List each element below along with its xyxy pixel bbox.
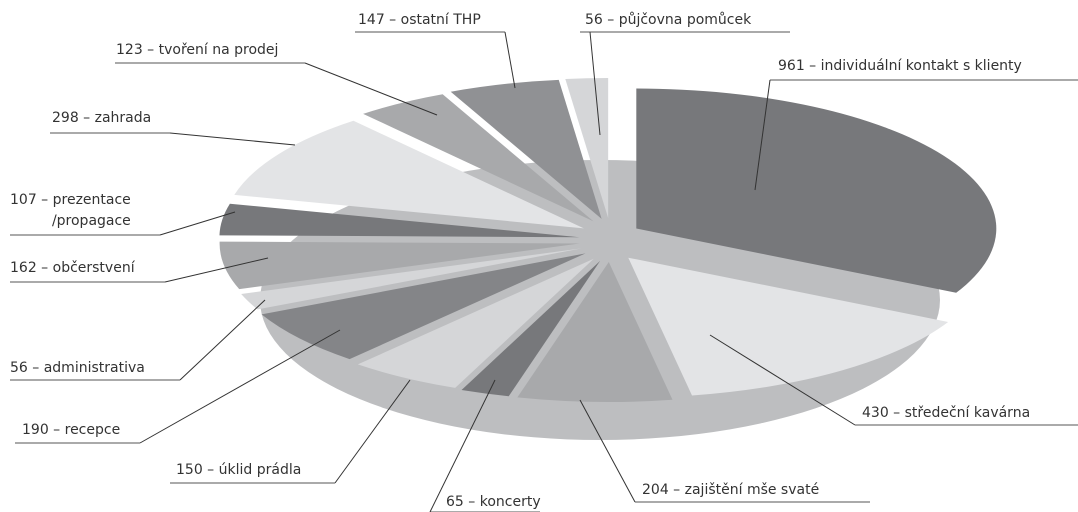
pie-slice bbox=[241, 248, 582, 310]
slice-label: 65 – koncerty bbox=[446, 494, 541, 510]
pie-slice bbox=[628, 257, 949, 396]
pie-slice bbox=[357, 258, 594, 388]
pie-slice bbox=[636, 88, 997, 293]
pie-slice bbox=[461, 260, 601, 397]
pie-slice bbox=[219, 203, 580, 238]
leader-line bbox=[429, 379, 496, 512]
slice-label: 162 – občerstvení bbox=[10, 260, 135, 276]
pie-slice bbox=[363, 94, 594, 222]
leader-line bbox=[179, 299, 266, 381]
leader-line bbox=[754, 79, 771, 191]
slice-label: 56 – administrativa bbox=[10, 360, 145, 376]
slice-label: 430 – středeční kavárna bbox=[862, 405, 1031, 421]
pie-slice bbox=[219, 241, 580, 290]
pie-slice bbox=[450, 79, 602, 219]
slice-label: 204 – zajištění mše svaté bbox=[642, 482, 820, 498]
pie-slice bbox=[261, 253, 586, 360]
slice-label: 123 – tvoření na prodej bbox=[116, 42, 279, 58]
slice-label: 107 – prezentace /propagace bbox=[10, 192, 131, 229]
slice-label: 190 – recepce bbox=[22, 422, 121, 438]
pie-slice bbox=[234, 120, 584, 229]
leader-line bbox=[504, 31, 516, 89]
slice-label: 150 – úklid prádla bbox=[176, 462, 302, 478]
leader-line bbox=[169, 132, 296, 146]
leader-line bbox=[589, 31, 601, 136]
leader-line bbox=[304, 62, 438, 116]
slice-label: 147 – ostatní THP bbox=[358, 12, 481, 28]
slice-label: 56 – půjčovna pomůcek bbox=[585, 12, 752, 28]
slice-label: 298 – zahrada bbox=[52, 110, 152, 126]
slice-label: 961 – individuální kontakt s klienty bbox=[778, 58, 1022, 74]
pie-slice bbox=[517, 261, 673, 402]
leader-line bbox=[139, 329, 341, 444]
leader-line bbox=[334, 379, 411, 484]
leader-line bbox=[709, 334, 856, 426]
leader-line bbox=[159, 211, 236, 236]
leader-line bbox=[164, 257, 269, 283]
leader-line bbox=[579, 399, 636, 503]
